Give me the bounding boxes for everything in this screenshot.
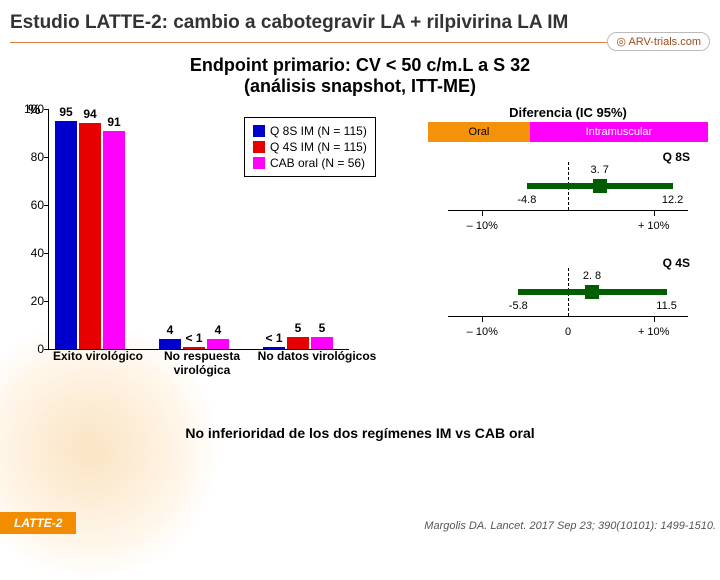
y-tick: 0: [19, 342, 44, 356]
xaxis-label: No datos virológicos: [254, 349, 380, 363]
forest-label: 0: [565, 326, 571, 338]
legend-label: Q 4S IM (N = 115): [270, 140, 367, 154]
forest-label: + 10%: [638, 220, 670, 232]
point-estimate: [585, 285, 599, 299]
y-tick: 80: [19, 150, 44, 164]
band-oral: Oral: [428, 122, 530, 142]
forest-label: – 10%: [467, 326, 498, 338]
footer-tag: LATTE-2: [0, 512, 76, 534]
forest-label: + 10%: [638, 326, 670, 338]
forest-label: 3. 7: [591, 164, 609, 176]
band-im: Intramuscular: [530, 122, 708, 142]
forest-row-q8s: Q 8S 3. 7 -4.8 12.2 – 10% + 10%: [438, 148, 698, 248]
forest-label: -5.8: [509, 300, 528, 312]
forest-label: – 10%: [467, 220, 498, 232]
bar: 4: [159, 339, 181, 349]
swatch-q4s: [253, 141, 265, 153]
forest-title: Diferencia (IC 95%): [428, 105, 708, 122]
legend-label: Q 8S IM (N = 115): [270, 124, 367, 138]
chart-area: % 0204060801009594914< 14< 155 Q 8S IM (…: [10, 99, 710, 419]
swatch-cab: [253, 157, 265, 169]
forest-row-label: Q 8S: [663, 150, 690, 164]
legend-label: CAB oral (N = 56): [270, 156, 365, 170]
forest-label: 11.5: [656, 300, 677, 312]
subtitle: Endpoint primario: CV < 50 c/m.L a S 32 …: [0, 45, 720, 99]
bar: 5: [287, 337, 309, 349]
y-tick: 100: [19, 102, 44, 116]
y-tick: 20: [19, 294, 44, 308]
y-tick: 60: [19, 198, 44, 212]
citation: Margolis DA. Lancet. 2017 Sep 23; 390(10…: [420, 518, 720, 534]
bar-value-label: 4: [207, 323, 229, 339]
bar: 5: [311, 337, 333, 349]
bar: 95: [55, 121, 77, 349]
bar-value-label: 95: [55, 105, 77, 121]
forest-label: 12.2: [662, 194, 683, 206]
forest-row-label: Q 4S: [663, 256, 690, 270]
bar-value-label: 5: [311, 321, 333, 337]
forest-row-q4s: Q 4S 2. 8 -5.8 11.5 – 10% + 10% 0: [438, 254, 698, 354]
forest-label: 2. 8: [583, 270, 601, 282]
xaxis-label: No respuestavirológica: [150, 349, 254, 377]
bar-value-label: 94: [79, 107, 101, 123]
forest-label: -4.8: [517, 194, 536, 206]
logo-pill: ◎ ARV-trials.com: [607, 32, 710, 51]
xaxis-label: Exito virológico: [48, 349, 148, 363]
bar-value-label: 91: [103, 115, 125, 131]
legend-item-q8s: Q 8S IM (N = 115): [253, 124, 367, 138]
bar-value-label: 5: [287, 321, 309, 337]
band-row: Oral Intramuscular: [428, 122, 708, 142]
conclusion: No inferioridad de los dos regímenes IM …: [0, 425, 720, 441]
legend: Q 8S IM (N = 115) Q 4S IM (N = 115) CAB …: [244, 117, 376, 177]
y-tick: 40: [19, 246, 44, 260]
bar: 94: [79, 123, 101, 349]
bar: 4: [207, 339, 229, 349]
swatch-q8s: [253, 125, 265, 137]
bar-value-label: < 1: [263, 331, 285, 347]
bar-value-label: < 1: [183, 331, 205, 347]
legend-item-q4s: Q 4S IM (N = 115): [253, 140, 367, 154]
forest-plot: Diferencia (IC 95%) Oral Intramuscular Q…: [428, 105, 708, 385]
bar: 91: [103, 131, 125, 349]
point-estimate: [593, 179, 607, 193]
divider: ◎ ARV-trials.com: [10, 42, 710, 43]
legend-item-cab: CAB oral (N = 56): [253, 156, 367, 170]
bar-value-label: 4: [159, 323, 181, 339]
